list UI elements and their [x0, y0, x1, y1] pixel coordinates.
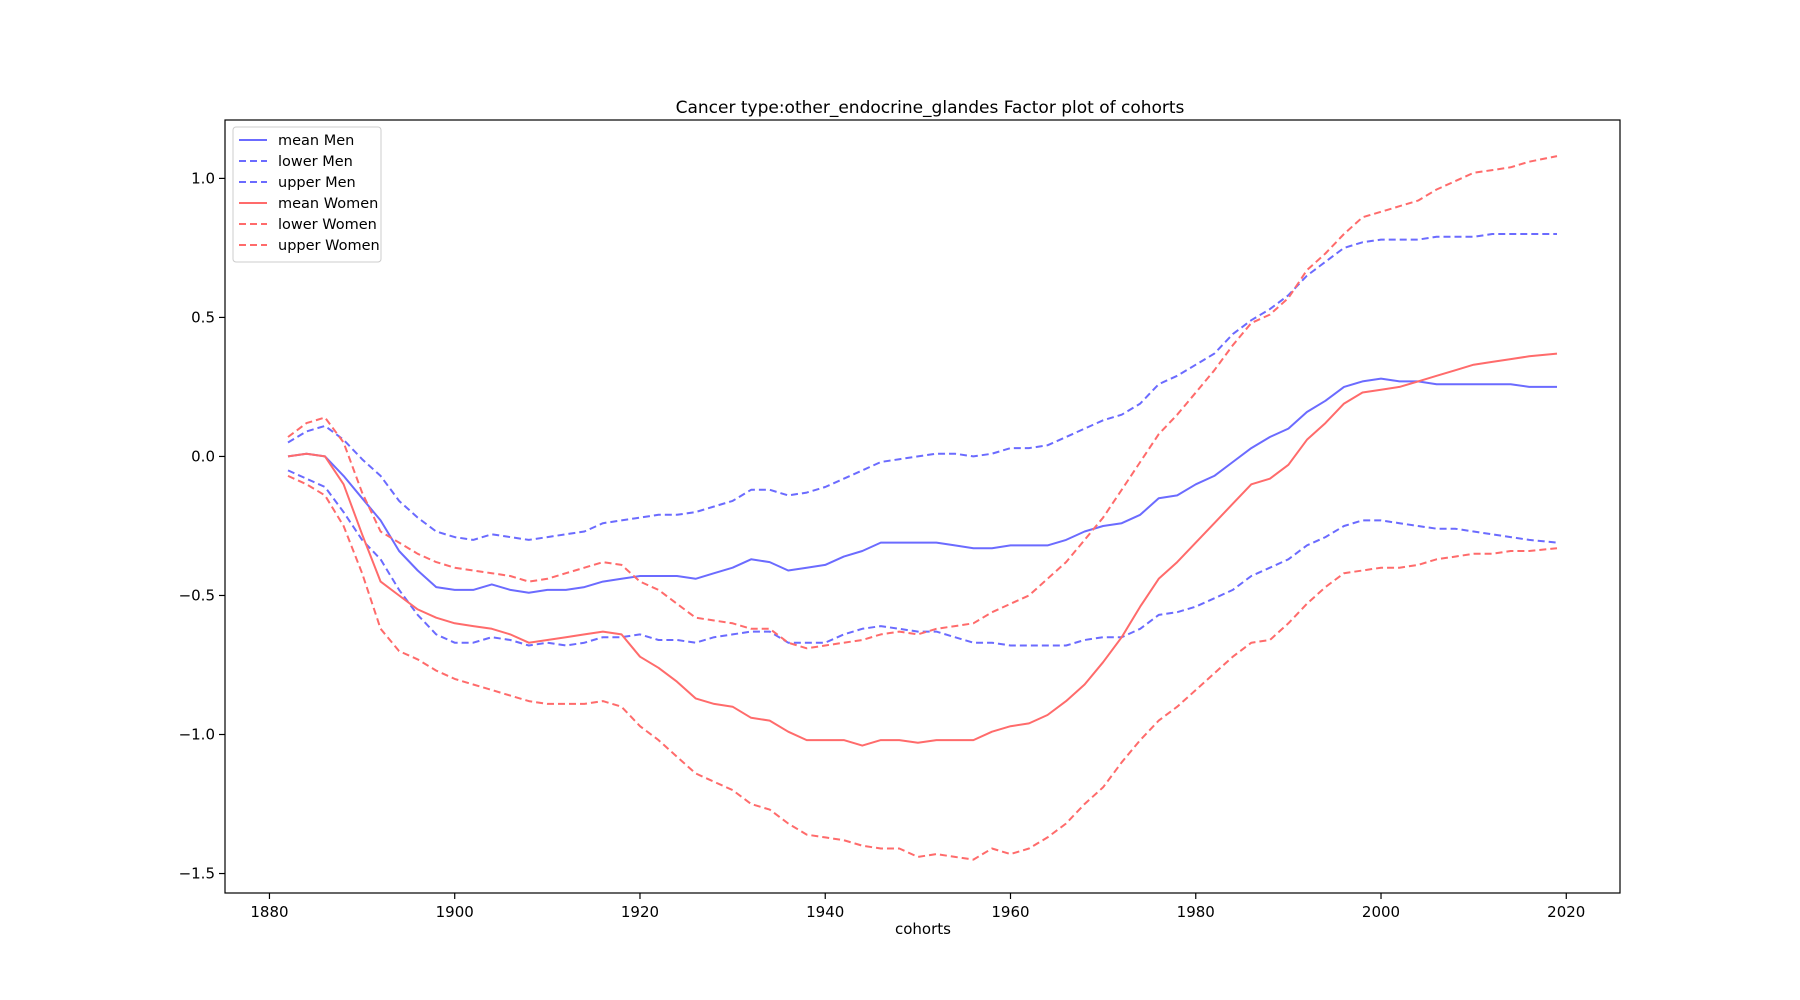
y-tick-label: −1.0 — [179, 726, 215, 744]
x-axis-label: cohorts — [895, 920, 951, 938]
legend-label: mean Men — [278, 133, 354, 149]
series-line-upper-men — [287, 233, 1557, 541]
y-tick-label: 0.5 — [191, 308, 215, 326]
legend-label: upper Women — [278, 238, 380, 254]
plot-frame — [224, 119, 1621, 894]
y-tick-label: −0.5 — [179, 586, 215, 604]
x-axis: 1880 1900 1920 1940 1960 1980 2000 2020 — [250, 893, 1585, 921]
x-tick-label: 1960 — [991, 903, 1029, 921]
legend-box — [232, 126, 382, 263]
legend-label: upper Men — [278, 175, 356, 191]
x-tick-label: 1980 — [1177, 903, 1215, 921]
series-line-mean-women — [287, 352, 1558, 747]
series-line-lower-men — [287, 469, 1558, 647]
y-tick-label: −1.5 — [179, 865, 215, 883]
x-tick-label: 1900 — [436, 903, 474, 921]
legend: mean Men lower Men upper Men mean Women lowe… — [232, 126, 382, 263]
x-tick-label: 1940 — [806, 903, 844, 921]
x-tick-label: 1880 — [250, 903, 288, 921]
chart-title: Cancer type:other_endocrine_glandes Fact… — [676, 98, 1185, 118]
x-tick-label: 2000 — [1362, 903, 1400, 921]
legend-label: mean Women — [278, 196, 378, 212]
plot-lines — [287, 155, 1558, 861]
y-tick-label: 1.0 — [191, 169, 215, 187]
series-line-mean-men — [287, 377, 1557, 594]
y-tick-label: 0.0 — [191, 447, 215, 465]
x-tick-label: 1920 — [621, 903, 659, 921]
legend-label: lower Women — [278, 217, 377, 233]
legend-label: lower Men — [278, 154, 353, 170]
y-axis: 1.0 0.5 0.0 −0.5 −1.0 −1.5 — [179, 169, 225, 883]
x-tick-label: 2020 — [1547, 903, 1585, 921]
series-line-lower-women — [287, 474, 1558, 861]
